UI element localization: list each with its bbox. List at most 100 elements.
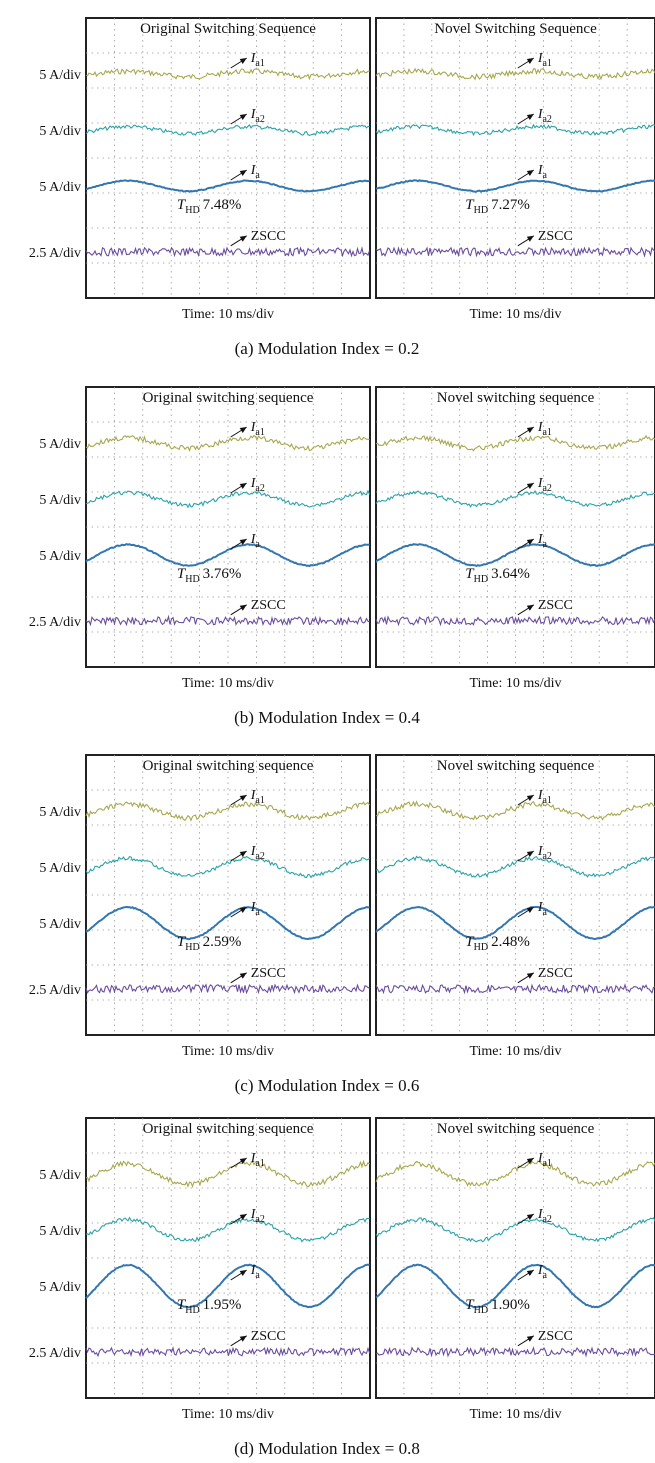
series-name: I xyxy=(537,1151,544,1166)
series-name: I xyxy=(537,1263,544,1278)
series-subscript: a1 xyxy=(542,427,551,438)
series-label-zscc: ZSCC xyxy=(251,598,286,613)
series-name: ZSCC xyxy=(538,229,573,244)
trace-ia1 xyxy=(375,434,655,452)
series-subscript: a2 xyxy=(542,851,551,862)
arrow-head xyxy=(239,235,247,242)
arrow-head xyxy=(526,907,534,913)
thd-subscript: HD xyxy=(474,942,488,953)
y-scale-label: 2.5 A/div xyxy=(29,1346,81,1361)
arrow-head xyxy=(239,972,247,979)
series-label-ia: Ia xyxy=(537,532,548,550)
series-name: I xyxy=(537,420,544,435)
trace-zscc xyxy=(375,1346,655,1358)
thd-subscript: HD xyxy=(474,205,488,216)
y-scale-label: 5 A/div xyxy=(39,861,81,876)
arrow-head xyxy=(239,1158,247,1164)
trace-ia xyxy=(375,543,655,567)
y-scale-label: 5 A/div xyxy=(39,180,81,195)
time-scale-label: Time: 10 ms/div xyxy=(182,307,274,322)
arrow-head xyxy=(239,539,247,545)
thd-label: THD 7.27% xyxy=(465,197,530,216)
series-label-ia1: Ia1 xyxy=(537,51,552,69)
panel-title: Original switching sequence xyxy=(143,758,314,774)
thd-subscript: HD xyxy=(185,574,199,585)
series-label-ia1: Ia1 xyxy=(250,51,265,69)
y-scale-label: 5 A/div xyxy=(39,549,81,564)
arrow-head xyxy=(526,1214,534,1220)
trace-ia1 xyxy=(85,801,370,822)
series-name: I xyxy=(250,476,257,491)
thd-value: 2.48% xyxy=(491,934,530,950)
series-subscript: a1 xyxy=(542,1158,551,1169)
y-scale-label: 5 A/div xyxy=(39,68,81,83)
series-subscript: a2 xyxy=(255,483,264,494)
arrow-head xyxy=(526,58,534,64)
arrow-head xyxy=(526,795,534,801)
thd-value: 2.59% xyxy=(203,934,242,950)
series-subscript: a1 xyxy=(255,427,264,438)
series-name: I xyxy=(537,532,544,547)
y-scale-label: 2.5 A/div xyxy=(29,983,81,998)
series-subscript: a2 xyxy=(255,851,264,862)
series-name: I xyxy=(250,1151,257,1166)
thd-subscript: HD xyxy=(474,574,488,585)
thd-label: THD 1.95% xyxy=(177,1297,242,1316)
series-subscript: a2 xyxy=(542,1214,551,1225)
thd-label: THD 1.90% xyxy=(465,1297,530,1316)
trace-ia xyxy=(375,905,655,941)
trace-ia2 xyxy=(375,855,655,878)
trace-ia xyxy=(85,905,370,941)
arrow-head xyxy=(239,58,247,64)
trace-ia1 xyxy=(85,434,370,452)
series-label-ia: Ia xyxy=(250,532,261,550)
y-scale-label: 5 A/div xyxy=(39,805,81,820)
series-label-ia2: Ia2 xyxy=(250,844,265,862)
y-scale-label: 5 A/div xyxy=(39,1224,81,1239)
arrow-head xyxy=(526,539,534,545)
trace-ia xyxy=(85,1263,370,1309)
thd-symbol: T xyxy=(465,566,475,582)
thd-subscript: HD xyxy=(185,205,199,216)
series-label-ia2: Ia2 xyxy=(537,107,552,125)
series-subscript: a1 xyxy=(255,58,264,69)
series-name: I xyxy=(537,788,544,803)
trace-ia1 xyxy=(375,67,655,81)
y-scale-label: 5 A/div xyxy=(39,1168,81,1183)
trace-zscc xyxy=(85,246,371,258)
series-name: I xyxy=(250,1207,257,1222)
series-label-ia: Ia xyxy=(537,1263,548,1281)
chart-block-a: 5 A/div 5 A/div 5 A/div 2.5 A/div Original S… xyxy=(29,17,655,358)
panel-title: Novel switching sequence xyxy=(437,758,595,774)
thd-subscript: HD xyxy=(474,1305,488,1316)
series-label-ia1: Ia1 xyxy=(250,420,265,438)
trace-ia2 xyxy=(85,123,370,136)
arrow-head xyxy=(526,427,534,433)
thd-symbol: T xyxy=(177,566,187,582)
arrow-head xyxy=(239,1335,247,1342)
trace-ia xyxy=(375,179,655,193)
series-label-zscc: ZSCC xyxy=(538,598,573,613)
thd-value: 3.64% xyxy=(491,566,530,582)
series-label-ia1: Ia1 xyxy=(250,1151,265,1169)
series-label-ia2: Ia2 xyxy=(537,1207,552,1225)
series-subscript: a xyxy=(542,170,547,181)
series-subscript: a xyxy=(542,907,547,918)
thd-symbol: T xyxy=(177,197,187,213)
thd-label: THD 2.59% xyxy=(177,934,242,953)
figure-caption: (a) Modulation Index = 0.2 xyxy=(235,339,420,358)
series-name: I xyxy=(250,532,257,547)
y-scale-label: 5 A/div xyxy=(39,1280,81,1295)
series-label-ia: Ia xyxy=(537,900,548,918)
arrow-head xyxy=(239,795,247,801)
trace-ia2 xyxy=(375,1217,655,1243)
arrow-head xyxy=(239,604,247,611)
arrow-head xyxy=(526,604,534,611)
thd-value: 1.95% xyxy=(203,1297,242,1313)
y-scale-label: 5 A/div xyxy=(39,124,81,139)
